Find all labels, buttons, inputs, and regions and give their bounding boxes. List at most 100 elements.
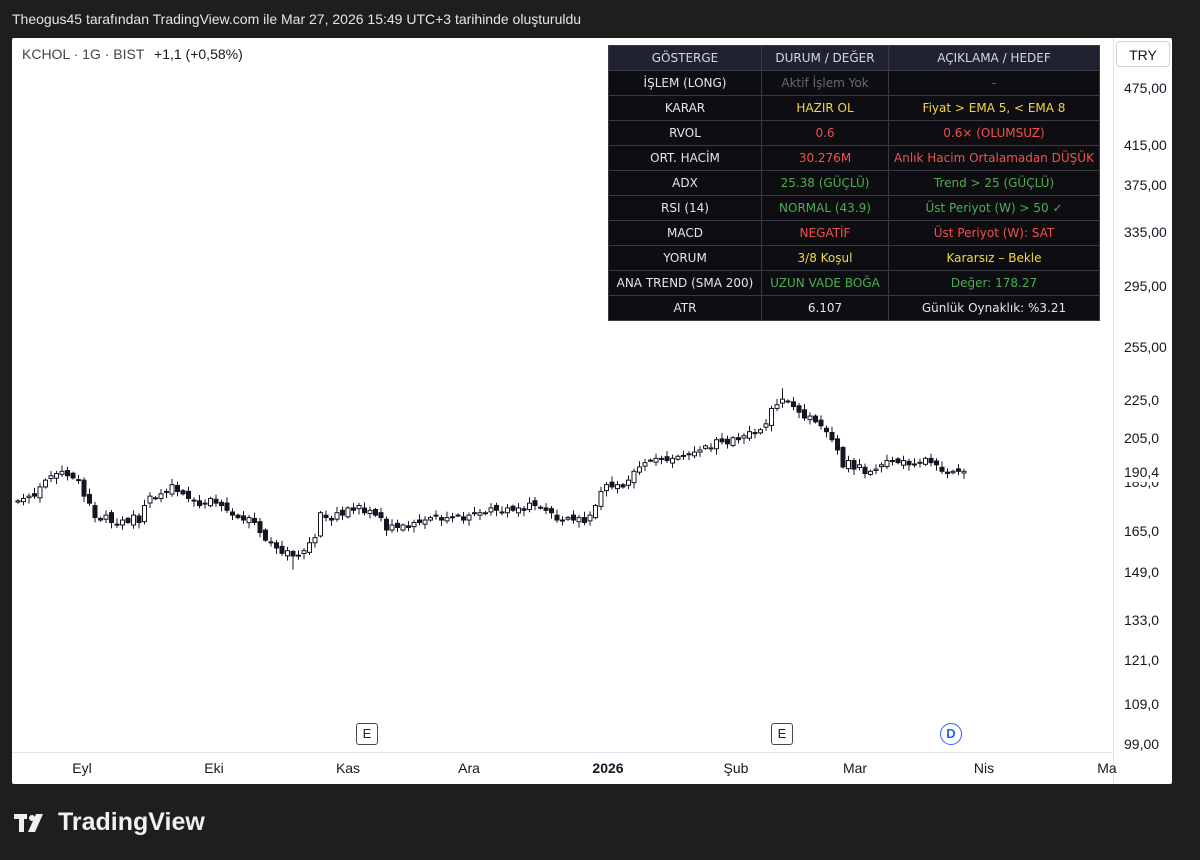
candle xyxy=(433,510,439,520)
candle-body xyxy=(917,461,923,464)
candle-body xyxy=(791,401,796,408)
symbol-name[interactable]: KCHOL · 1G · BIST xyxy=(22,46,145,62)
candle xyxy=(450,513,455,523)
candle xyxy=(873,464,879,475)
candle xyxy=(43,478,48,489)
candle xyxy=(939,461,945,475)
candle-body xyxy=(37,486,43,499)
candle xyxy=(307,537,312,556)
candle xyxy=(664,450,670,464)
candle xyxy=(510,504,516,512)
symbol-legend[interactable]: KCHOL · 1G · BIST +1,1 (+0,58%) xyxy=(22,46,243,62)
candle-body xyxy=(384,518,389,531)
time-tick-label: Kas xyxy=(335,760,361,776)
candle xyxy=(37,483,43,503)
candle xyxy=(912,458,917,468)
candle-body xyxy=(213,498,219,504)
candle xyxy=(59,465,65,478)
candle-body xyxy=(279,545,285,554)
candle xyxy=(241,511,246,524)
candle xyxy=(813,414,818,424)
indicator-row: İŞLEM (LONG) Aktif İşlem Yok - xyxy=(608,70,1100,96)
price-tick-label: 225,0 xyxy=(1124,392,1160,408)
candle xyxy=(884,454,890,470)
candle xyxy=(565,515,571,521)
candle xyxy=(98,516,103,522)
candle xyxy=(153,496,158,501)
currency-selector[interactable]: TRY xyxy=(1116,41,1170,67)
candle xyxy=(428,515,433,522)
candle-body xyxy=(318,512,323,537)
price-tick-label: 415,00 xyxy=(1124,137,1167,153)
candle xyxy=(197,495,202,509)
indicator-name: YORUM xyxy=(608,245,762,271)
candle xyxy=(675,454,681,461)
candle xyxy=(296,550,301,560)
candle-body xyxy=(906,460,912,466)
indicator-row: RSI (14) NORMAL (43.9) Üst Periyot (W) > 5… xyxy=(608,195,1100,221)
candle-body xyxy=(587,514,593,522)
candle xyxy=(840,445,846,469)
candle-body xyxy=(439,517,444,521)
candle xyxy=(901,455,906,469)
price-tick-label: 475,00 xyxy=(1124,80,1167,96)
candle-body xyxy=(373,508,378,516)
candle xyxy=(956,464,961,476)
candle-body xyxy=(142,505,147,523)
dividend-marker[interactable]: D xyxy=(940,723,962,745)
candle-body xyxy=(956,468,961,472)
candle xyxy=(521,506,527,517)
candle xyxy=(620,483,626,489)
candle-body xyxy=(686,453,692,456)
candle-body xyxy=(829,432,835,441)
candle-body xyxy=(417,519,422,524)
indicator-value: NEGATİF xyxy=(761,220,889,246)
candle-body xyxy=(378,512,384,519)
candle-body xyxy=(191,499,197,502)
candle-body xyxy=(873,468,879,471)
candle xyxy=(879,462,884,473)
candle-body xyxy=(730,437,736,446)
candle-body xyxy=(752,432,758,435)
candle-body xyxy=(235,514,241,519)
candle xyxy=(587,511,593,526)
earnings-marker[interactable]: E xyxy=(771,723,793,745)
candle xyxy=(213,494,219,507)
candle-body xyxy=(263,529,268,541)
candle-body xyxy=(697,449,703,453)
price-tick-label: 295,00 xyxy=(1124,278,1167,294)
candle-body xyxy=(296,554,301,557)
candle-body xyxy=(472,512,477,515)
candle xyxy=(670,454,675,468)
candle-body xyxy=(516,507,521,514)
candle-body xyxy=(257,521,263,534)
earnings-marker[interactable]: E xyxy=(356,723,378,745)
tradingview-brand: TradingView xyxy=(58,808,205,836)
header-indicator: GÖSTERGE xyxy=(608,45,762,71)
candle-body xyxy=(719,438,725,443)
candle-body xyxy=(862,466,868,475)
candle xyxy=(890,456,895,466)
candle xyxy=(263,528,268,542)
candle-body xyxy=(675,455,681,460)
candle-body xyxy=(433,514,439,517)
candle-body xyxy=(763,423,769,428)
candle-body xyxy=(406,525,411,528)
candle-body xyxy=(659,457,664,460)
indicator-row: ORT. HACİM 30.276M Anlık Hacim Ortalamadan… xyxy=(608,145,1100,171)
chart-panel[interactable]: KCHOL · 1G · BIST +1,1 (+0,58%) TRY 475,… xyxy=(12,38,1172,784)
candle-body xyxy=(175,485,180,493)
candle-body xyxy=(813,415,818,423)
candle-body xyxy=(851,460,857,470)
candle xyxy=(846,455,851,473)
price-axis-border xyxy=(1113,38,1114,784)
candle xyxy=(527,497,532,513)
candle-body xyxy=(103,514,109,520)
candle-body xyxy=(642,462,648,467)
candle-body xyxy=(758,429,763,434)
candlestick-plot[interactable] xyxy=(12,38,1112,784)
time-tick-label: Eki xyxy=(204,760,224,776)
candle xyxy=(686,451,692,461)
candle-body xyxy=(934,460,939,466)
candle xyxy=(802,403,807,421)
